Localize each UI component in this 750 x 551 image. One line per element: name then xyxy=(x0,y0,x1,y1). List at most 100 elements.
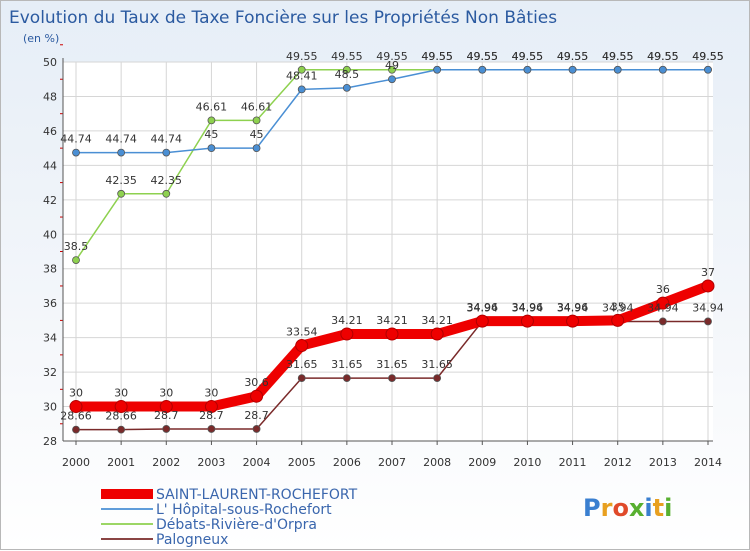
data-label-saint-laurent-rochefort: 30 xyxy=(69,387,83,400)
y-tick-label: 46 xyxy=(43,125,57,138)
data-label-hopital-sous-rochefort: 48.41 xyxy=(286,69,318,82)
data-label-debats-riviere: 49.55 xyxy=(331,50,363,63)
point-saint-laurent-rochefort xyxy=(114,400,128,414)
data-label-hopital-sous-rochefort: 49.55 xyxy=(557,50,589,63)
point-saint-laurent-rochefort xyxy=(340,327,354,341)
point-saint-laurent-rochefort xyxy=(69,400,83,414)
point-saint-laurent-rochefort xyxy=(159,400,173,414)
y-tick-label: 48 xyxy=(43,90,57,103)
y-tick-label: 42 xyxy=(43,194,57,207)
data-label-hopital-sous-rochefort: 49 xyxy=(385,59,399,72)
point-saint-laurent-rochefort xyxy=(385,327,399,341)
data-label-saint-laurent-rochefort: 34.96 xyxy=(557,301,589,314)
point-hopital-sous-rochefort xyxy=(658,65,667,74)
data-label-hopital-sous-rochefort: 44.74 xyxy=(60,133,92,146)
x-tick-label: 2010 xyxy=(513,456,541,469)
data-label-palogneux: 31.65 xyxy=(376,358,408,371)
point-hopital-sous-rochefort xyxy=(613,65,622,74)
data-label-saint-laurent-rochefort: 33.54 xyxy=(286,326,318,339)
point-palogneux xyxy=(207,425,216,433)
data-label-saint-laurent-rochefort: 34.21 xyxy=(331,314,363,327)
data-label-hopital-sous-rochefort: 48.5 xyxy=(335,68,360,81)
point-hopital-sous-rochefort xyxy=(117,148,126,157)
data-label-saint-laurent-rochefort: 34.96 xyxy=(512,301,544,314)
point-palogneux xyxy=(72,425,80,434)
axes: 28 30 32 34 36 38 40 42 44 46 48 50 2000 2001 2002 2003… xyxy=(43,44,722,469)
data-label-debats-riviere: 38.5 xyxy=(64,240,89,253)
chart-title: Evolution du Taux de Taxe Foncière sur l… xyxy=(9,8,557,28)
data-label-debats-riviere: 46.61 xyxy=(196,100,228,113)
data-label-debats-riviere: 49.55 xyxy=(647,50,679,63)
point-hopital-sous-rochefort xyxy=(704,65,712,74)
data-label-saint-laurent-rochefort: 34.21 xyxy=(421,314,453,327)
data-label-hopital-sous-rochefort: 44.74 xyxy=(151,133,183,146)
brand-letter: o xyxy=(612,494,629,522)
data-label-palogneux: 34.94 xyxy=(557,301,589,314)
point-hopital-sous-rochefort xyxy=(297,85,306,94)
point-hopital-sous-rochefort xyxy=(252,144,261,153)
data-label-debats-riviere: 49.55 xyxy=(692,50,724,63)
point-debats-riviere xyxy=(162,189,171,198)
y-tick-label: 32 xyxy=(43,366,57,379)
point-hopital-sous-rochefort xyxy=(162,148,171,157)
x-tick-label: 2009 xyxy=(468,456,496,469)
point-palogneux xyxy=(433,374,442,383)
legend-label: Palogneux xyxy=(156,532,228,548)
data-label-debats-riviere: 49.55 xyxy=(286,50,318,63)
point-hopital-sous-rochefort xyxy=(568,65,577,74)
legend-item-saint-laurent-rochefort: SAINT-LAURENT-ROCHEFORT xyxy=(101,487,358,503)
point-hopital-sous-rochefort xyxy=(207,144,216,153)
y-tick-label: 44 xyxy=(43,159,57,172)
point-saint-laurent-rochefort xyxy=(701,279,715,293)
brand-letter: i xyxy=(644,494,652,522)
point-saint-laurent-rochefort xyxy=(520,314,534,328)
point-debats-riviere xyxy=(252,116,261,125)
point-saint-laurent-rochefort xyxy=(611,313,625,327)
x-tick-label: 2001 xyxy=(107,456,135,469)
x-tick-label: 2003 xyxy=(197,456,225,469)
data-label-hopital-sous-rochefort: 49.55 xyxy=(467,50,499,63)
data-label-saint-laurent-rochefort: 30.6 xyxy=(244,376,269,389)
x-tick-label: 2008 xyxy=(423,456,451,469)
point-hopital-sous-rochefort xyxy=(388,75,396,84)
data-label-saint-laurent-rochefort: 30 xyxy=(114,387,128,400)
plot-area xyxy=(63,62,713,441)
point-palogneux xyxy=(117,425,126,434)
data-label-debats-riviere: 49.55 xyxy=(467,50,499,63)
point-hopital-sous-rochefort xyxy=(342,83,351,92)
legend-item-hopital-sous-rochefort: L' Hôpital-sous-Rochefort xyxy=(101,502,332,518)
x-tick-label: 2007 xyxy=(378,456,406,469)
point-palogneux xyxy=(297,374,306,383)
point-palogneux xyxy=(162,425,171,433)
data-label-saint-laurent-rochefort: 35 xyxy=(611,300,625,313)
proxiti-logo: Proxiti xyxy=(583,494,672,522)
data-label-saint-laurent-rochefort: 34.96 xyxy=(467,301,499,314)
data-label-debats-riviere: 49.55 xyxy=(421,50,453,63)
data-label-palogneux: 28.7 xyxy=(244,409,269,422)
point-saint-laurent-rochefort xyxy=(430,327,444,341)
data-label-debats-riviere: 49.55 xyxy=(376,50,408,63)
point-hopital-sous-rochefort xyxy=(433,65,442,74)
y-tick-label: 28 xyxy=(43,435,57,448)
x-tick-label: 2006 xyxy=(333,456,361,469)
brand-letter: r xyxy=(601,494,613,522)
x-tick-label: 2014 xyxy=(694,456,722,469)
data-label-hopital-sous-rochefort: 49.55 xyxy=(602,50,634,63)
point-debats-riviere xyxy=(207,116,216,125)
y-tick-label: 34 xyxy=(43,332,57,345)
point-debats-riviere xyxy=(297,65,306,74)
legend-item-palogneux: Palogneux xyxy=(101,532,228,548)
data-label-hopital-sous-rochefort: 44.74 xyxy=(105,133,137,146)
x-tick-label: 2011 xyxy=(559,456,587,469)
point-debats-riviere xyxy=(72,256,80,265)
data-label-palogneux: 34.94 xyxy=(692,301,724,314)
x-tick-label: 2002 xyxy=(152,456,180,469)
data-label-palogneux: 28.66 xyxy=(60,410,92,423)
data-label-palogneux: 28.7 xyxy=(199,409,224,422)
y-tick-label: 40 xyxy=(43,228,57,241)
point-saint-laurent-rochefort xyxy=(295,339,309,353)
